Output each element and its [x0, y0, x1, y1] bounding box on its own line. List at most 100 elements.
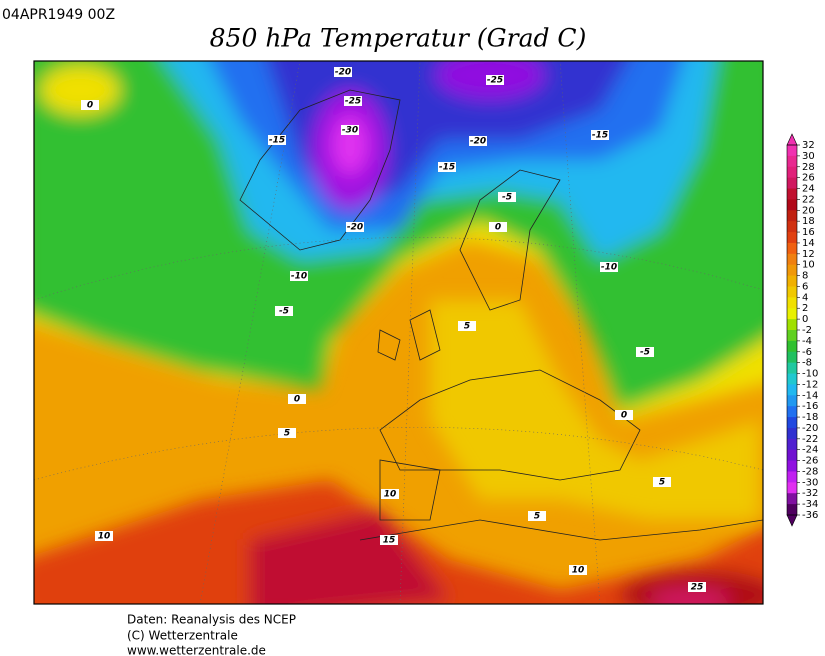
colorbar-band [787, 242, 797, 255]
colorbar-label: 28 [802, 162, 815, 173]
colorbar-band [787, 340, 797, 353]
colorbar-band [787, 199, 797, 211]
colorbar-arrow [786, 514, 798, 527]
colorbar-band [787, 188, 797, 200]
contour-label-box [278, 428, 296, 438]
colorbar-label: -26 [802, 456, 818, 467]
colorbar-label: 18 [802, 216, 815, 227]
contour-label: -5 [279, 307, 289, 317]
contour-label-box [341, 125, 359, 135]
colorbar-band [787, 286, 797, 298]
colorbar-label: -30 [802, 477, 818, 488]
colorbar-band [787, 210, 797, 222]
colorbar-label: 22 [802, 194, 815, 205]
map-title: 850 hPa Temperatur (Grad C) [210, 24, 587, 53]
contour-label: 5 [284, 429, 290, 439]
colorbar-band [787, 155, 797, 168]
contour-label: 5 [464, 322, 470, 332]
colorbar-label: 26 [802, 173, 815, 184]
colorbar-label: 10 [802, 260, 815, 271]
contour-label: 10 [98, 532, 111, 542]
colorbar-band [787, 253, 797, 266]
contour-label-box [498, 192, 516, 202]
contour-label-box [458, 321, 476, 331]
colorbar-arrow [786, 133, 798, 146]
contour-label-box [268, 135, 286, 145]
contour-label-box [486, 75, 504, 85]
colorbar-label: -12 [802, 379, 818, 390]
colorbar-band [787, 351, 797, 364]
colorbar-band [787, 166, 797, 179]
colorbar-label: 30 [802, 151, 815, 162]
contour-label-box [380, 535, 398, 545]
contour-label: -20 [470, 137, 486, 147]
colorbar-label: -8 [802, 358, 812, 369]
colorbar-band [787, 232, 797, 244]
contour-label-box [344, 96, 362, 106]
colorbar-band [787, 417, 797, 429]
contour-label-box [653, 477, 671, 487]
colorbar-label: -2 [802, 325, 812, 336]
contour-label-box [600, 262, 618, 272]
contour-label-box [81, 100, 99, 110]
contour-label: 5 [534, 512, 540, 522]
colorbar-label: -28 [802, 466, 818, 477]
colorbar-label: 14 [802, 238, 815, 249]
colorbar-label: -18 [802, 412, 818, 423]
contour-label: -15 [439, 163, 455, 173]
footer-line: Daten: Reanalysis des NCEP [127, 613, 296, 627]
colorbar-label: 20 [802, 205, 815, 216]
contour-label-box [346, 222, 364, 232]
contour-label: -10 [291, 272, 307, 282]
colorbar-band [787, 319, 797, 331]
contour-label-box [636, 347, 654, 357]
colorbar-band [787, 471, 797, 483]
colorbar-band [787, 460, 797, 472]
colorbar-band [787, 395, 797, 407]
colorbar-label: -10 [802, 369, 818, 380]
contour-label: 5 [659, 478, 665, 488]
colorbar-band [787, 145, 797, 157]
date-label: 04APR1949 00Z [2, 7, 115, 23]
map-frame [33, 60, 764, 605]
contour-label-box [615, 410, 633, 420]
contour-label: 0 [495, 223, 501, 233]
contour-label: -15 [269, 136, 285, 146]
colorbar-band [787, 438, 797, 451]
colorbar-label: -22 [802, 434, 818, 445]
contour-label: 10 [572, 566, 585, 576]
colorbar-label: 0 [802, 314, 808, 325]
colorbar-label: -6 [802, 347, 812, 358]
colorbar-label: -32 [802, 488, 818, 499]
contour-label: -30 [342, 126, 358, 136]
contour-label: -5 [502, 193, 512, 203]
colorbar-label: 6 [802, 281, 808, 292]
colorbar-band [787, 264, 797, 277]
contour-label-box [688, 582, 706, 592]
contour-label-box [489, 222, 507, 232]
contour-label-box [591, 130, 609, 140]
colorbar-band [787, 362, 797, 375]
colorbar-band [787, 504, 797, 516]
colorbar-band [787, 482, 797, 494]
contour-label: -20 [347, 223, 363, 233]
colorbar-label: -16 [802, 401, 818, 412]
contour-label-box [290, 271, 308, 281]
colorbar-band [787, 330, 797, 342]
colorbar-label: -36 [802, 510, 818, 521]
colorbar-label: 12 [802, 249, 815, 260]
contour-label: 15 [383, 536, 396, 546]
colorbar-band [787, 427, 797, 440]
colorbar-band [787, 177, 797, 190]
colorbar-band [787, 308, 797, 320]
contour-label: -15 [592, 131, 608, 141]
colorbar-label: 2 [802, 303, 808, 314]
graticule [34, 61, 763, 604]
colorbar-band [787, 493, 797, 505]
contour-label: -25 [345, 97, 361, 107]
colorbar-label: -4 [802, 336, 812, 347]
footer-line: (C) Wetterzentrale [127, 629, 238, 643]
contour-label: 0 [294, 395, 300, 405]
colorbar-label: 16 [802, 227, 815, 238]
